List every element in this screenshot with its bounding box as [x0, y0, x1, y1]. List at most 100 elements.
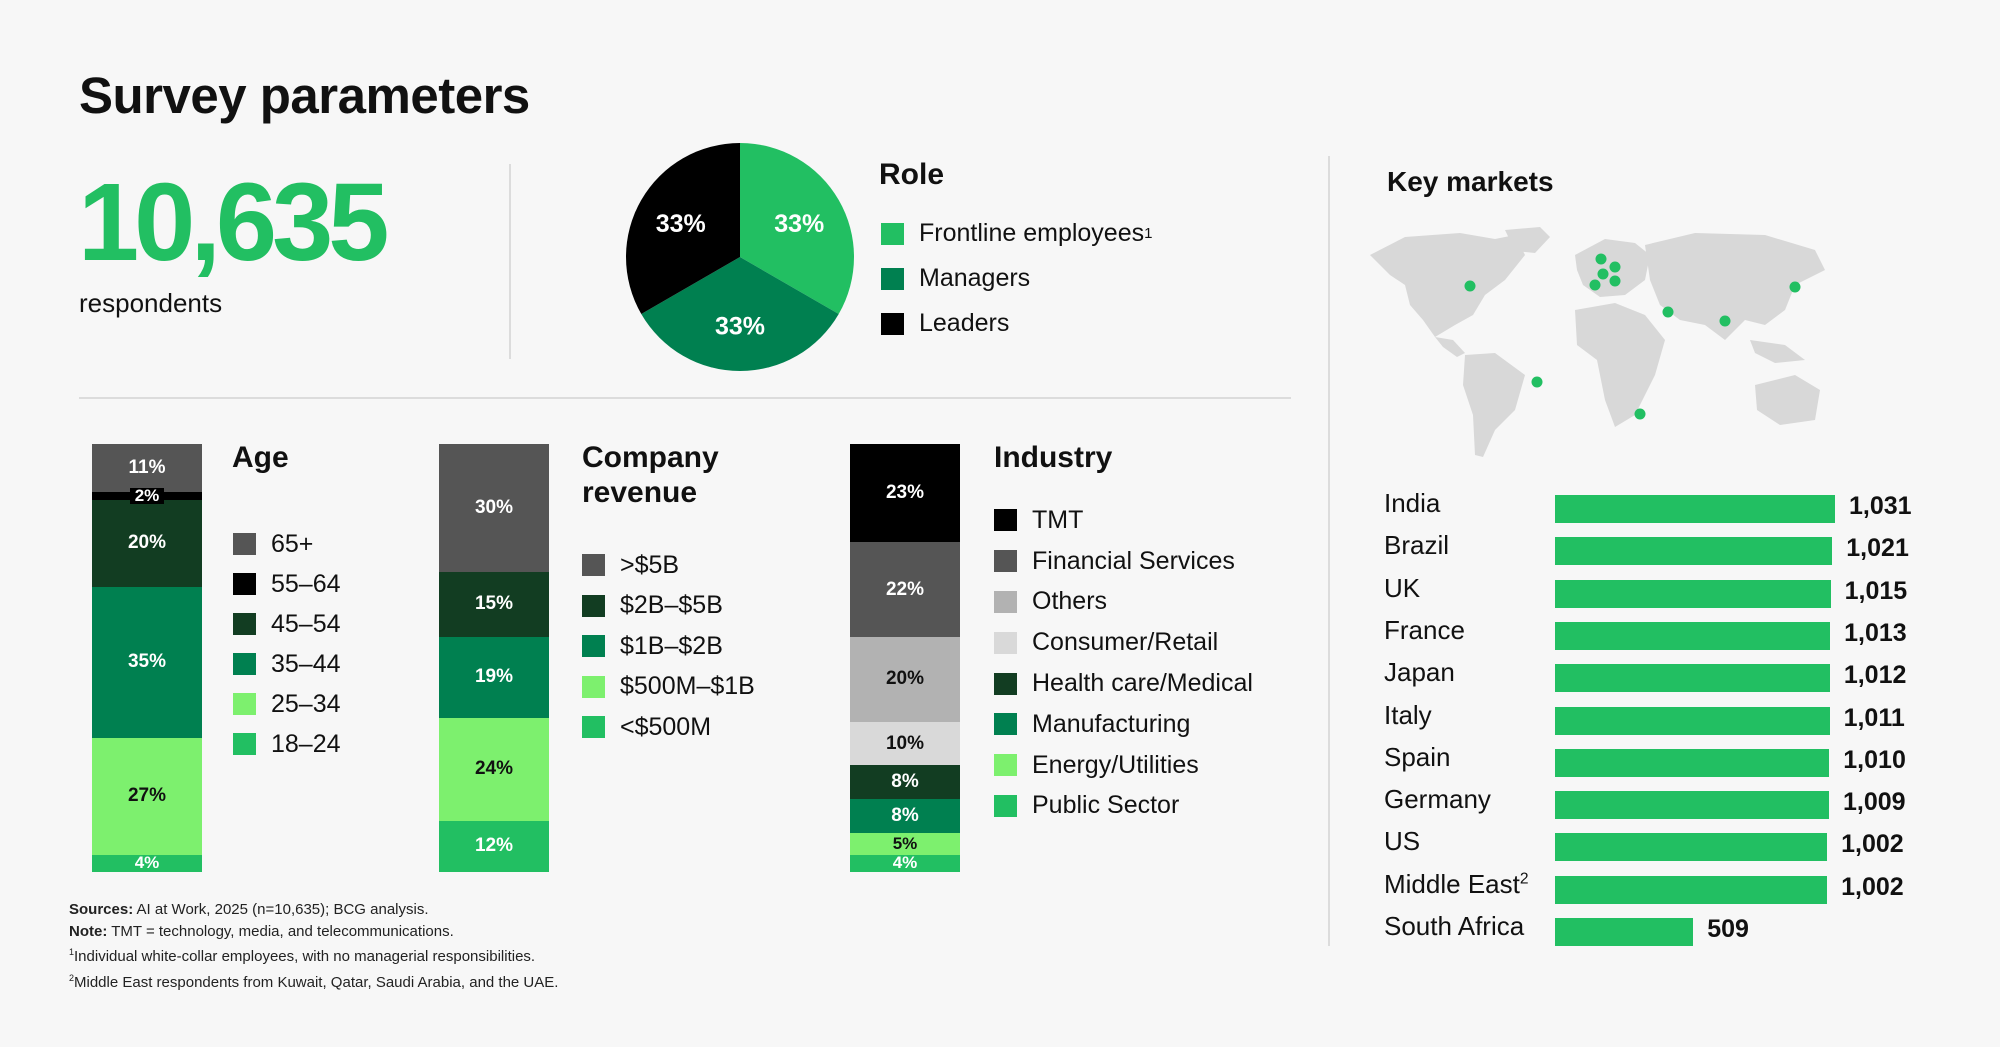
bar-segment-label: 4%	[134, 853, 160, 873]
pie-slice-managers	[641, 257, 839, 371]
legend-label: Health care/Medical	[1032, 669, 1253, 698]
market-value-middle-east: 1,002	[1841, 872, 1904, 901]
legend-item-others: Others	[994, 582, 1253, 623]
bar-segment-500m: 12%	[439, 820, 549, 872]
market-label-uk: UK	[1384, 572, 1421, 603]
bar-segment-label: 20%	[885, 668, 925, 690]
legend-item-500m: <$500M	[582, 707, 755, 748]
legend-item-health-care-medical: Health care/Medical	[994, 663, 1253, 704]
markets-title: Key markets	[1387, 166, 1554, 197]
south-africa-marker	[1634, 408, 1646, 420]
bar-segment-label: 12%	[474, 835, 514, 857]
legend-swatch	[994, 672, 1017, 695]
revenue-stacked-bar: 30% 15% 19% 24% 12%	[439, 444, 549, 872]
bar-segment-label: 20%	[127, 532, 167, 554]
market-bar-uk	[1555, 579, 1831, 608]
market-bar-italy	[1555, 706, 1830, 735]
legend-swatch	[994, 550, 1017, 573]
legend-label: >$5B	[620, 550, 680, 579]
industry-legend: TMT Financial Services Others Consumer/Reta…	[994, 500, 1253, 826]
bar-segment-financial-services: 22%	[850, 542, 960, 637]
market-value-germany: 1,009	[1843, 788, 1906, 817]
legend-label: 55–64	[271, 569, 341, 598]
market-value-uk: 1,015	[1844, 576, 1908, 605]
legend-swatch	[994, 631, 1017, 654]
legend-label: 65+	[271, 529, 314, 558]
respondent-count: 10,635	[78, 161, 389, 284]
bar-segment-55-64: 2%	[92, 487, 202, 504]
legend-label: 35–44	[271, 649, 341, 678]
market-bar-japan	[1555, 664, 1830, 693]
note-line: Note: TMT = technology, media, and telec…	[69, 921, 558, 943]
bar-segment-5b: 30%	[439, 444, 549, 573]
legend-swatch	[233, 693, 256, 715]
brazil-marker	[1531, 376, 1543, 388]
bar-segment-label: 22%	[885, 578, 925, 600]
legend-item-500m-1b: $500M–$1B	[582, 667, 755, 708]
legend-swatch	[881, 222, 904, 245]
footnote-2: 2Middle East respondents from Kuwait, Qa…	[69, 968, 558, 994]
north-america-shape	[1370, 233, 1525, 337]
market-label-italy: Italy	[1384, 699, 1432, 730]
market-value-india: 1,031	[1849, 492, 1912, 520]
divider-right	[1328, 156, 1330, 946]
italy-marker	[1609, 275, 1621, 287]
southeast-asia-shape	[1750, 340, 1805, 363]
legend-swatch	[994, 590, 1017, 613]
sources-label: Sources:	[69, 901, 134, 918]
market-label-japan: Japan	[1384, 657, 1455, 688]
legend-item-1b-2b: $1B–$2B	[582, 626, 755, 667]
market-footnote-mark: 2	[1519, 870, 1529, 888]
legend-swatch	[994, 509, 1017, 532]
bar-segment-65: 11%	[92, 444, 202, 492]
bar-segment-label: 30%	[474, 497, 514, 519]
footnote-1-mark: 1	[69, 947, 75, 957]
legend-label: $1B–$2B	[620, 631, 723, 660]
legend-swatch	[881, 312, 904, 335]
legend-swatch	[994, 713, 1017, 736]
legend-swatch	[233, 613, 256, 635]
bar-segment-label: 10%	[885, 732, 925, 754]
market-bar-us	[1555, 833, 1828, 862]
age-legend: 65+ 55–64 45–54 35–44 25–34 18–24	[233, 524, 341, 764]
legend-item-5b: >$5B	[582, 545, 755, 586]
pie-label-leaders: 33%	[656, 210, 706, 238]
bar-segment-label: 4%	[892, 853, 918, 873]
market-label-spain: Spain	[1384, 741, 1451, 772]
spain-marker	[1589, 279, 1601, 291]
bar-segment-1b-2b: 19%	[439, 636, 549, 718]
market-bar-middle-east	[1555, 875, 1828, 904]
legend-swatch	[233, 573, 256, 595]
market-value-italy: 1,011	[1843, 703, 1905, 732]
respondent-label: respondents	[79, 288, 223, 318]
legend-item-public-sector: Public Sector	[994, 786, 1253, 827]
bar-segment-2b-5b: 15%	[439, 572, 549, 637]
market-value-south-africa: 509	[1707, 915, 1749, 943]
legend-item-manufacturing: Manufacturing	[994, 704, 1253, 745]
market-label-brazil: Brazil	[1384, 530, 1450, 561]
pie-slice-leaders	[626, 143, 740, 314]
age-title: Age	[232, 441, 289, 474]
japan-marker	[1789, 281, 1801, 293]
role-pie-chart: 33% 33% 33%	[626, 143, 854, 371]
australia-shape	[1755, 375, 1820, 425]
bar-segment-label: 19%	[474, 666, 514, 688]
middle-east-marker	[1662, 306, 1674, 318]
footnote-1-text: Individual white-collar employees, with …	[74, 948, 536, 965]
pie-slice-frontline-employees	[740, 143, 854, 314]
legend-swatch	[994, 794, 1017, 817]
legend-label: Others	[1032, 587, 1108, 616]
pie-label-frontline-employees: 33%	[774, 210, 824, 238]
role-legend: Frontline employees 1 Managers Leaders	[881, 211, 1152, 346]
bar-segment-label: 2%	[129, 487, 165, 504]
us-marker	[1464, 280, 1476, 292]
legend-swatch	[582, 635, 605, 658]
market-value-spain: 1,010	[1843, 745, 1906, 774]
market-bar-brazil	[1555, 537, 1833, 566]
bar-segment-tmt: 23%	[850, 444, 960, 543]
legend-item-financial-services: Financial Services	[994, 541, 1253, 582]
legend-item-45-54: 45–54	[233, 604, 341, 644]
legend-item-consumer-retail: Consumer/Retail	[994, 622, 1253, 663]
market-bar-germany	[1555, 791, 1830, 820]
legend-item-2b-5b: $2B–$5B	[582, 586, 755, 627]
